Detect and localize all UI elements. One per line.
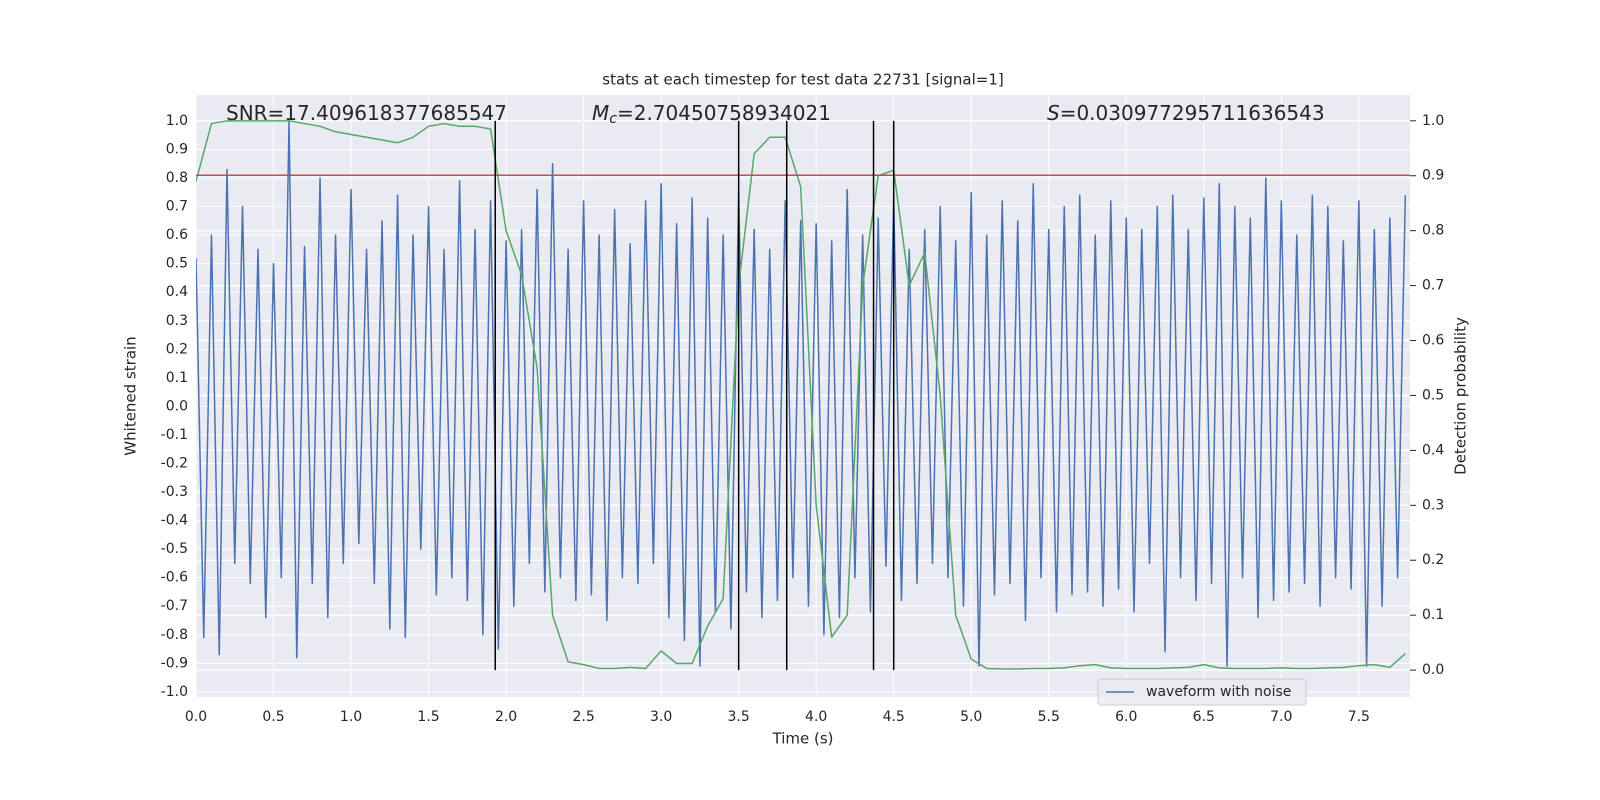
x-tick-label: 0.0 (185, 709, 207, 725)
y2-tick-label: 0.6 (1422, 333, 1444, 349)
y-tick-label: 0.0 (166, 398, 188, 414)
annotation-text: =0.030977295711636543 (1060, 101, 1325, 125)
x-tick-label: 4.5 (883, 709, 905, 725)
y2-tick-label: 0.3 (1422, 497, 1444, 513)
x-tick-label: 7.0 (1270, 709, 1292, 725)
y-tick-label: -0.4 (161, 513, 188, 529)
annotation-symbol: M (592, 101, 609, 125)
y2-tick-label: 0.4 (1422, 442, 1444, 458)
x-tick-label: 3.5 (728, 709, 750, 725)
y-tick-label: 1.0 (166, 113, 188, 129)
y-tick-label: 0.2 (166, 341, 188, 357)
x-tick-label: 0.5 (262, 709, 284, 725)
annotation: SNR=17.409618377685547 (226, 101, 507, 125)
axes: 0.0 0.5 1.0 1.5 2.0 2.5 3.0 3.5 4.0 4.5 5.0 5.5 6.0 6… (161, 113, 1445, 725)
y2-tick-label: 0.7 (1422, 278, 1444, 294)
y-tick-label: 0.4 (166, 284, 188, 300)
x-tick-label: 6.0 (1115, 709, 1137, 725)
x-tick-label: 5.5 (1038, 709, 1060, 725)
x-tick-label: 2.5 (572, 709, 594, 725)
y2-tick-label: 0.2 (1422, 552, 1444, 568)
y2-tick-label: 0.0 (1422, 662, 1444, 678)
y-tick-label: -0.3 (161, 484, 188, 500)
y2-tick-label: 0.9 (1422, 168, 1444, 184)
y2-axis-label: Detection probability (1452, 317, 1470, 475)
y-tick-label: 0.9 (166, 142, 188, 158)
y-axis-label: Whitened strain (122, 336, 140, 455)
annotation-subscript: c (609, 111, 617, 127)
y-tick-label: 0.7 (166, 199, 188, 215)
annotation-text: =2.70450758934021 (617, 101, 831, 125)
legend-box (1097, 678, 1307, 706)
y2-tick-label: 1.0 (1422, 113, 1444, 129)
legend-label: waveform with noise (1146, 684, 1291, 700)
y-tick-label: 0.1 (166, 370, 188, 386)
y-tick-label: -0.5 (161, 541, 188, 557)
annotation: S=0.030977295711636543 (1047, 101, 1325, 125)
y-tick-label: 0.6 (166, 227, 188, 243)
x-tick-label: 6.5 (1193, 709, 1215, 725)
y-tick-label: -0.8 (161, 627, 188, 643)
x-tick-label: 1.0 (340, 709, 362, 725)
y-tick-label: -0.6 (161, 570, 188, 586)
x-tick-label: 3.0 (650, 709, 672, 725)
y-tick-label: 0.3 (166, 313, 188, 329)
x-tick-label: 4.0 (805, 709, 827, 725)
x-tick-label: 2.0 (495, 709, 517, 725)
y2-tick-label: 0.1 (1422, 607, 1444, 623)
y-tick-label: -0.2 (161, 456, 188, 472)
x-tick-label: 1.5 (417, 709, 439, 725)
y-tick-label: -1.0 (161, 684, 188, 700)
x-axis-label: Time (s) (772, 730, 834, 748)
annotation-text: SNR=17.409618377685547 (226, 101, 507, 125)
marks (196, 120, 1410, 671)
y2-tick-label: 0.8 (1422, 223, 1444, 239)
series-line (196, 120, 1406, 670)
chart-title: stats at each timestep for test data 227… (602, 71, 1003, 89)
y-tick-label: -0.7 (161, 598, 188, 614)
annotation-symbol: S (1047, 101, 1060, 125)
x-tick-label: 5.0 (960, 709, 982, 725)
series-line (196, 120, 1407, 667)
y-tick-label: -0.1 (161, 427, 188, 443)
y-tick-label: 0.8 (166, 170, 188, 186)
y2-tick-label: 0.5 (1422, 387, 1444, 403)
x-tick-label: 7.5 (1348, 709, 1370, 725)
annotation: Mc=2.70450758934021 (592, 101, 831, 128)
y-tick-label: 0.5 (166, 256, 188, 272)
y-tick-label: -0.9 (161, 655, 188, 671)
